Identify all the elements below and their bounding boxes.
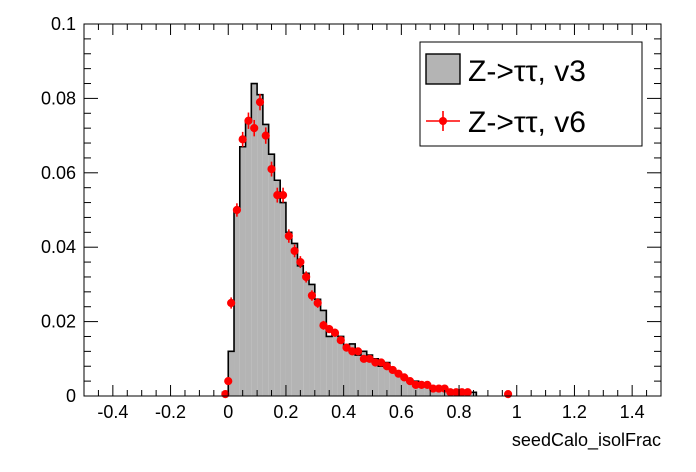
legend-swatch-v3 [425,53,461,85]
points-layer [221,93,513,399]
histogram-bin [337,336,344,396]
data-point [319,321,328,330]
data-point [342,343,351,352]
data-point [394,369,403,378]
histogram-bin [268,154,275,396]
y-tick-label: 0.04 [41,237,76,257]
histogram-bin [384,362,390,396]
x-tick-label: 0.6 [389,402,414,422]
histogram-bin [326,336,333,396]
histogram-bin [395,373,402,396]
legend-label-v3: Z->ττ, v3 [468,55,586,88]
histogram-bin [355,355,361,396]
histogram-bin [228,351,235,396]
x-tick-label: -0.2 [155,402,186,422]
histogram-bin [418,384,425,396]
histogram-bin [424,384,431,396]
histogram-bin [257,94,263,397]
x-tick-label: 0.2 [273,402,298,422]
data-point [261,131,270,140]
x-axis-label: seedCalo_isolFrac [512,430,661,451]
histogram-bin [280,202,286,396]
histogram-bin [314,299,321,396]
histogram-bin [360,351,367,396]
histogram-bin [251,83,258,397]
data-point [325,324,334,334]
histogram-bin [372,358,379,396]
x-tick-label: 0.8 [447,402,472,422]
x-tick-label: 1 [512,402,522,422]
histogram-bin [297,265,304,396]
data-point [405,377,415,386]
histogram-bin [309,284,315,396]
histogram-bin [262,124,269,396]
data-point [267,164,276,174]
legend-label-v6: Z->ττ, v6 [468,106,586,139]
histogram-bin [320,310,327,396]
data-point [336,336,345,345]
data-point [353,347,363,356]
histogram-bin [303,273,310,396]
data-point [377,358,386,367]
data-point [255,98,265,107]
data-point [296,257,305,267]
y-tick-label: 0.1 [51,14,76,34]
data-point [313,298,322,308]
y-tick-label: 0 [66,386,76,406]
histogram-bin [343,347,350,396]
data-point [423,380,432,389]
data-point [400,373,409,382]
x-tick-label: 1.4 [620,402,645,422]
histogram-bin [234,210,240,396]
data-point [302,272,311,282]
histogram-bin [274,180,281,396]
data-point [284,231,293,241]
data-point [244,116,253,125]
data-point [238,135,247,144]
data-point [382,362,392,371]
histogram-bin [389,369,396,396]
histogram-layer [221,82,478,397]
legend: Z->ττ, v3 Z->ττ, v6 [419,41,643,147]
histogram-bin [378,366,385,396]
x-tick-label: 0.4 [331,402,356,422]
data-point [463,388,472,397]
data-point [224,377,233,386]
data-point [250,124,259,133]
histogram-bin [332,332,338,396]
y-tick-label: 0.06 [41,163,76,183]
x-tick-label: 1.2 [562,402,587,422]
data-point [330,328,340,337]
data-point [227,298,236,308]
histogram-bin [401,377,408,396]
histogram-bin [285,232,292,396]
histogram-bin [291,243,298,396]
histogram-bin [366,355,373,396]
histogram-bin [239,146,246,396]
y-tick-label: 0.02 [41,312,76,332]
histogram-bin [245,120,252,396]
histogram-bin [349,343,356,396]
legend-marker-v6 [439,117,447,125]
data-point [388,365,397,375]
data-point [290,246,299,256]
data-point [307,291,317,300]
x-tick-label: -0.4 [97,402,128,422]
data-point [503,390,513,399]
x-tick-label: 0 [223,402,233,422]
y-tick-label: 0.08 [41,88,76,108]
data-point [278,191,288,200]
axes-layer: -0.4 -0.2 0 0.2 0.4 0.6 0.8 1 1.2 1.4 0 0.02 0.04 0.0… [41,14,662,422]
histogram-bin [407,381,413,396]
data-point [232,205,242,215]
data-point [365,354,374,363]
